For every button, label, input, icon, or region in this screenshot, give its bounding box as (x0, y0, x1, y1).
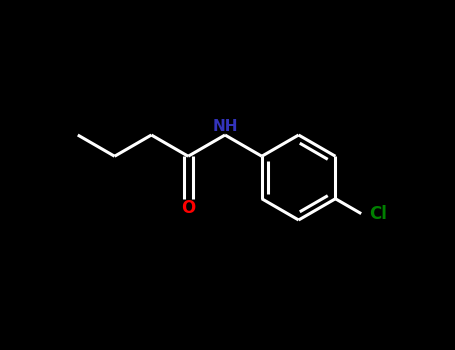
Text: O: O (181, 199, 195, 217)
Text: NH: NH (212, 119, 238, 133)
Text: Cl: Cl (369, 205, 387, 223)
